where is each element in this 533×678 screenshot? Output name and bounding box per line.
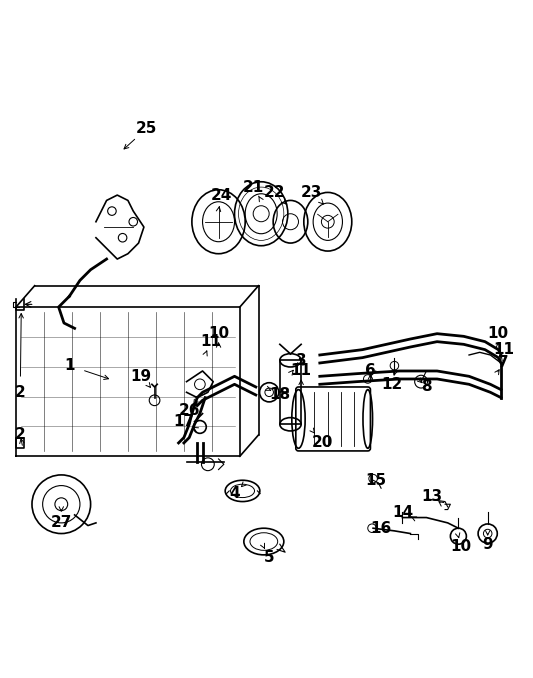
Text: 27: 27 (51, 515, 72, 530)
Text: 6: 6 (365, 363, 376, 378)
Text: 11: 11 (290, 363, 312, 378)
Text: 12: 12 (381, 377, 402, 392)
Text: 21: 21 (243, 180, 264, 195)
Text: 10: 10 (450, 540, 472, 555)
Text: 16: 16 (370, 521, 392, 536)
Text: 7: 7 (498, 355, 509, 370)
Bar (280, 360, 301, 424)
Text: 1: 1 (64, 358, 75, 373)
Text: 4: 4 (229, 486, 240, 501)
Text: 23: 23 (301, 185, 322, 200)
Text: 8: 8 (421, 380, 432, 395)
Text: 3: 3 (296, 353, 306, 368)
Text: 11: 11 (493, 342, 514, 357)
Text: 19: 19 (131, 369, 152, 384)
Text: 13: 13 (421, 489, 442, 504)
Text: 26: 26 (179, 403, 200, 418)
Text: 24: 24 (211, 188, 232, 203)
Text: 22: 22 (264, 185, 285, 200)
Text: 2: 2 (15, 427, 26, 443)
Text: 5: 5 (264, 550, 274, 565)
Text: 9: 9 (482, 537, 493, 552)
Text: 18: 18 (269, 387, 290, 403)
Text: 20: 20 (312, 435, 333, 450)
Text: 17: 17 (173, 414, 195, 429)
Text: 15: 15 (365, 473, 386, 487)
Text: 11: 11 (200, 334, 221, 349)
Text: 14: 14 (392, 504, 413, 520)
Text: 10: 10 (488, 326, 509, 341)
Text: 25: 25 (136, 121, 157, 136)
Text: 2: 2 (15, 385, 26, 400)
Text: 10: 10 (208, 326, 229, 341)
